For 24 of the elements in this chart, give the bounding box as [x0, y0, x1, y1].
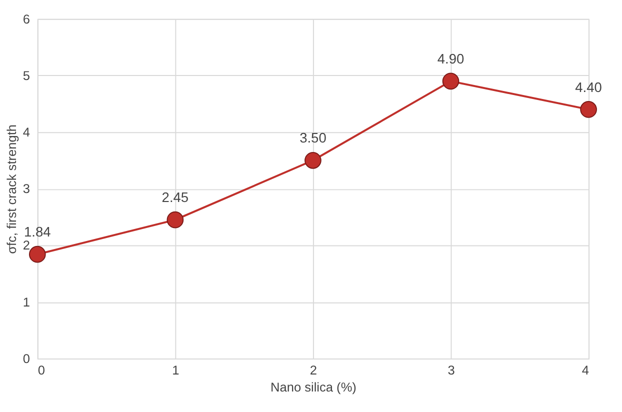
y-tick-label: 2 — [22, 238, 30, 253]
x-tick-label: 1 — [172, 362, 180, 378]
point — [580, 101, 597, 118]
y-tick-label: 5 — [22, 68, 30, 83]
x-tick-label: 2 — [310, 362, 318, 378]
x-tick-label: 0 — [38, 362, 45, 378]
point — [166, 211, 184, 228]
point — [304, 152, 322, 169]
data-label: 3.50 — [300, 130, 327, 146]
y-tick-label: 6 — [22, 11, 30, 26]
y-tick-label: 0 — [22, 350, 30, 366]
point — [442, 72, 460, 90]
x-axis-title: Nano silica (%) — [270, 379, 356, 394]
data-label: 4.90 — [437, 51, 464, 66]
data-label: 4.40 — [575, 80, 602, 95]
data-label: 2.45 — [162, 190, 189, 206]
y-tick-label: 3 — [22, 181, 30, 196]
x-tick-label: 4 — [582, 362, 590, 378]
x-tick-label: 3 — [448, 362, 455, 378]
data-label: 1.84 — [24, 224, 52, 240]
point — [28, 246, 46, 263]
y-axis-title: σfc, first crack strength — [4, 124, 20, 254]
y-tick-label: 4 — [22, 124, 30, 140]
y-tick-label: 1 — [22, 294, 30, 310]
